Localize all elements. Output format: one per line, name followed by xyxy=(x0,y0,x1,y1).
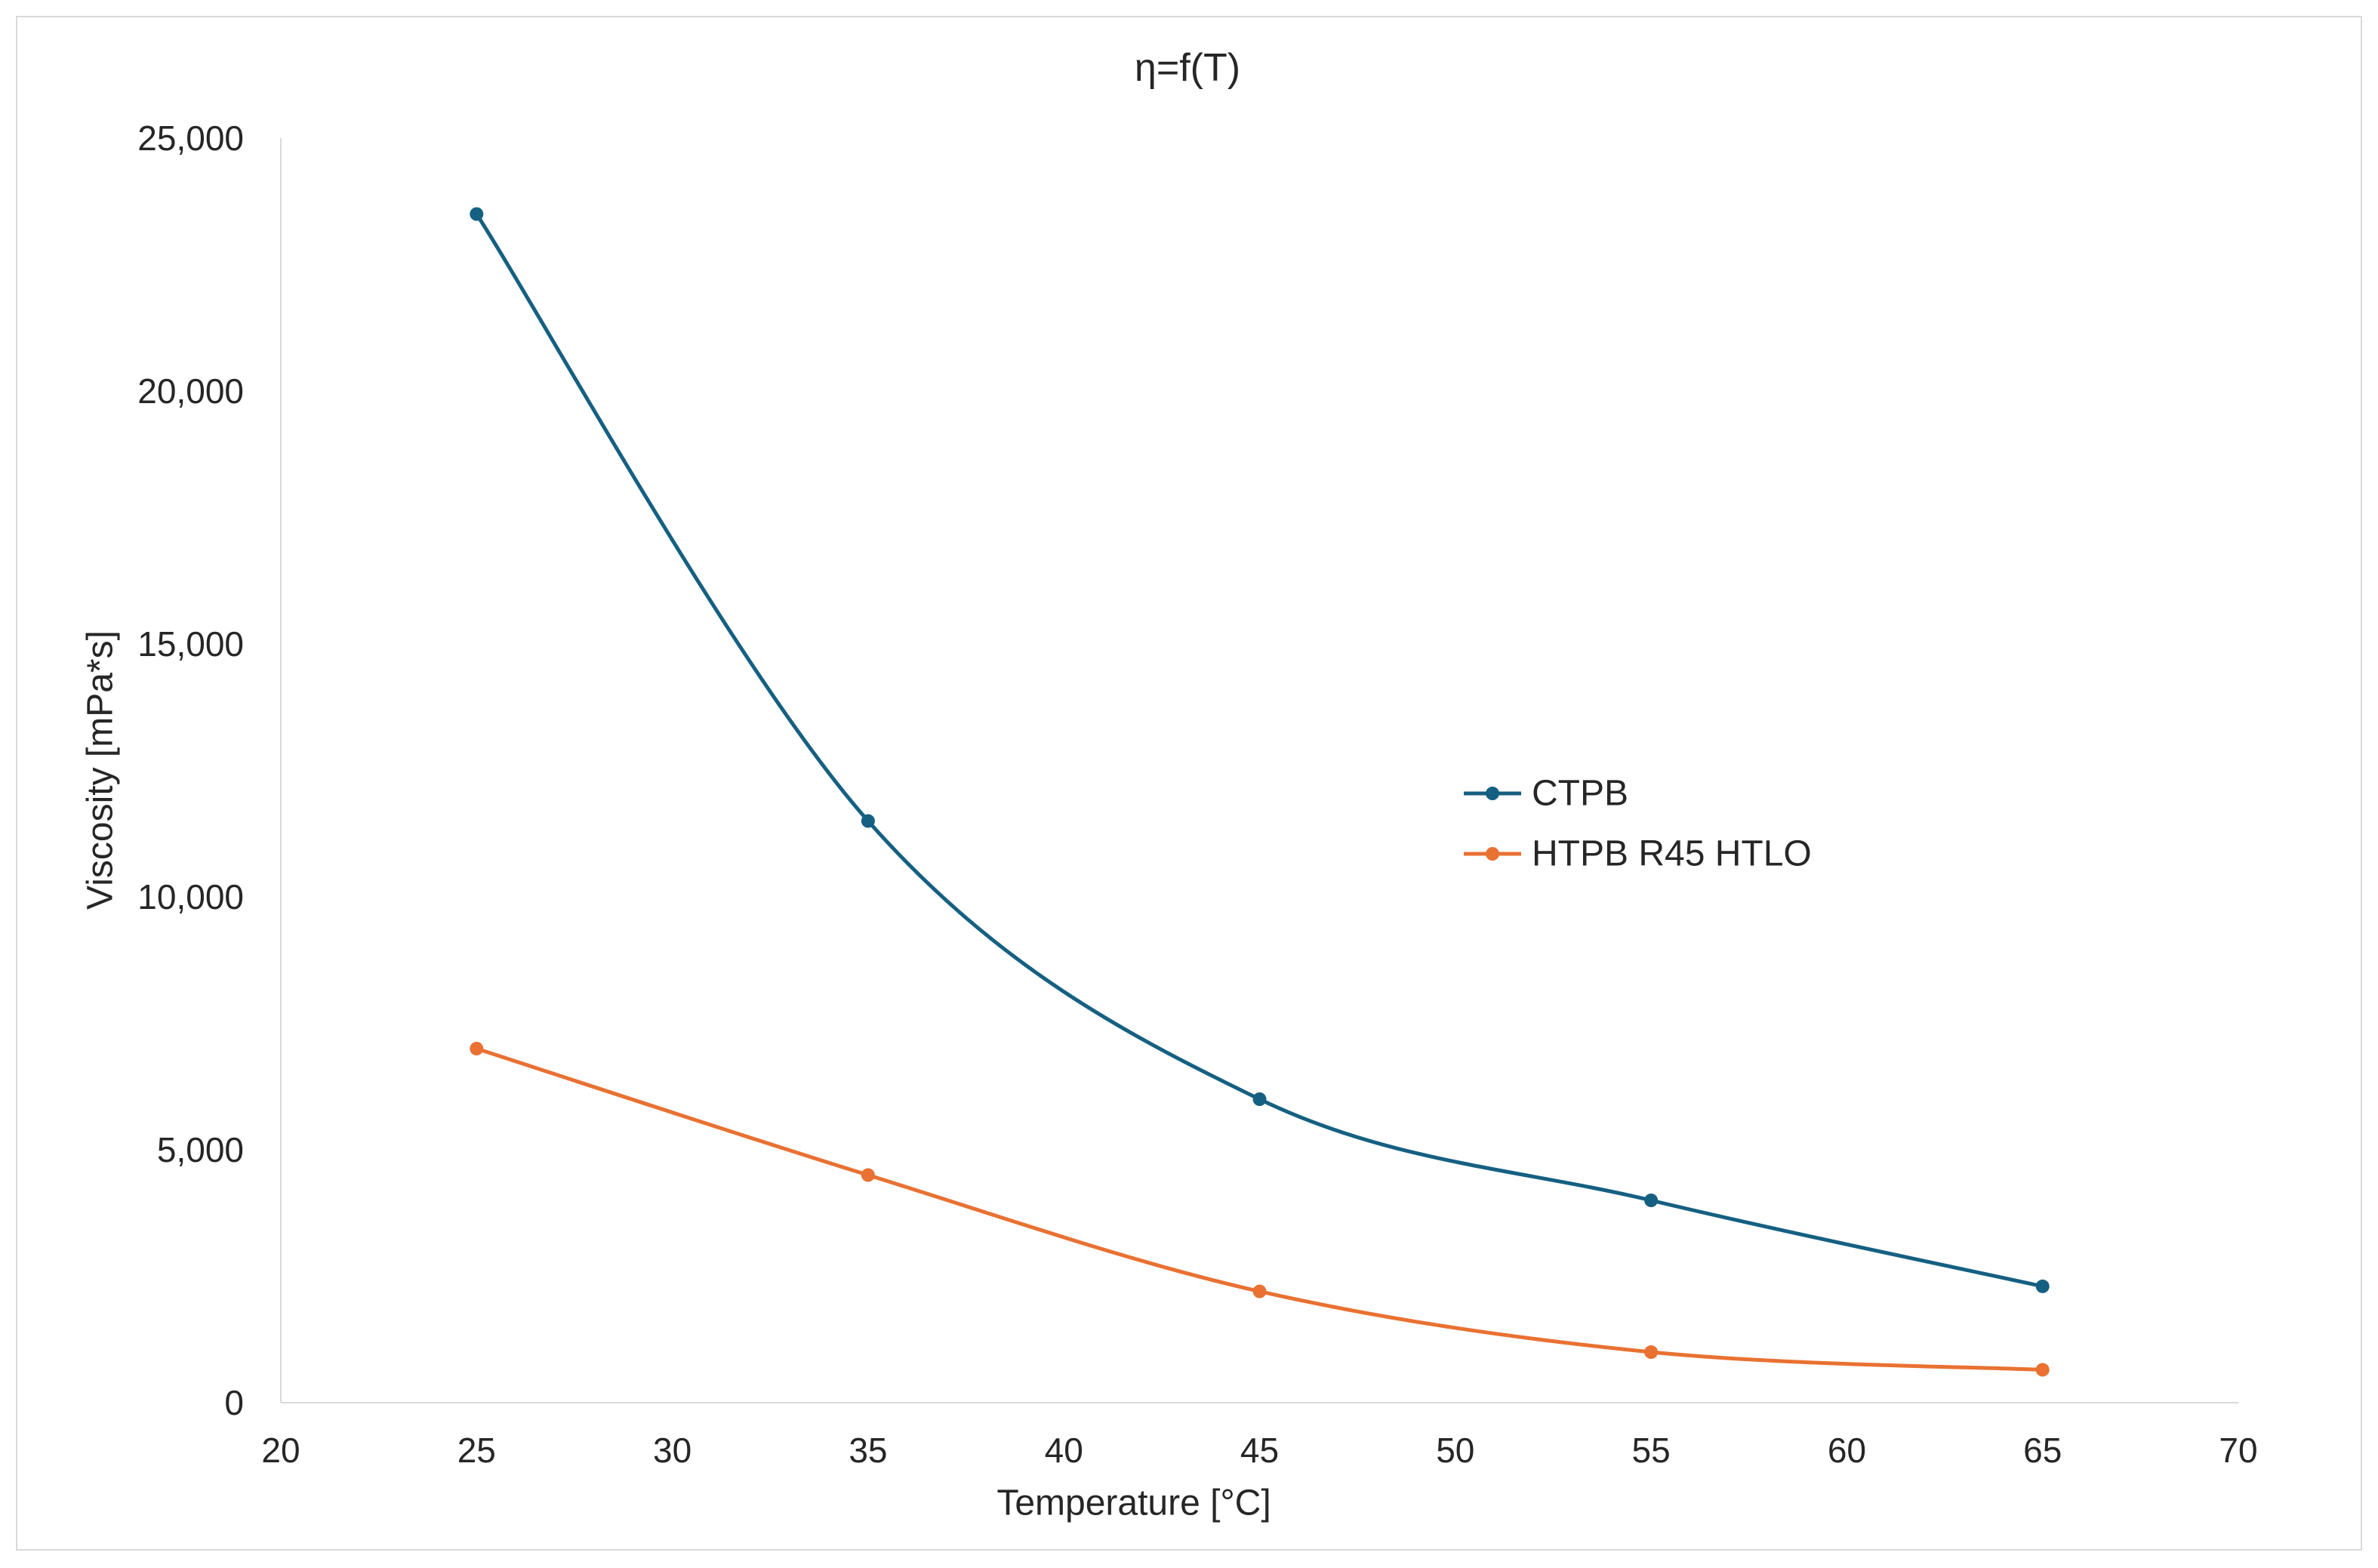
legend: CTPB HTPB R45 HTLO xyxy=(1464,774,1812,874)
x-axis-title: Temperature [°C] xyxy=(996,1483,1271,1523)
x-tick-label: 20 xyxy=(261,1431,300,1470)
data-point-htpb-r45-htlo xyxy=(861,1168,875,1182)
x-tick-label: 25 xyxy=(457,1431,496,1470)
x-tick-label: 65 xyxy=(2023,1431,2062,1470)
data-point-htpb-r45-htlo xyxy=(1252,1284,1267,1298)
y-tick-label: 0 xyxy=(224,1383,244,1422)
data-point-ctpb xyxy=(2035,1279,2050,1293)
legend-entry-ctpb: CTPB xyxy=(1464,774,1628,814)
y-axis-title: Viscosity [mPa*s] xyxy=(81,630,121,910)
y-tick-label: 5,000 xyxy=(157,1130,244,1169)
series-ctpb xyxy=(470,207,2050,1293)
series-line-ctpb xyxy=(474,212,2045,1289)
x-tick-label: 50 xyxy=(1436,1431,1474,1470)
x-tick-label: 40 xyxy=(1045,1431,1083,1470)
legend-entry-htpb-r45-htlo: HTPB R45 HTLO xyxy=(1464,834,1812,874)
legend-marker-htpb-r45-htlo xyxy=(1486,847,1499,861)
y-tick-label: 25,000 xyxy=(137,119,244,158)
data-point-htpb-r45-htlo xyxy=(470,1042,484,1055)
y-tick-label: 15,000 xyxy=(137,624,244,664)
series-htpb-r45-htlo xyxy=(470,1042,2050,1377)
x-tick-label: 30 xyxy=(653,1431,692,1470)
y-tick-label: 20,000 xyxy=(137,371,244,411)
chart-area-border xyxy=(16,16,2362,1551)
data-point-ctpb xyxy=(861,814,875,828)
chart-title: η=f(T) xyxy=(1135,46,1240,90)
legend-label: CTPB xyxy=(1532,774,1628,814)
data-point-ctpb xyxy=(1252,1092,1267,1106)
x-tick-label: 35 xyxy=(849,1431,887,1470)
x-tick-label: 60 xyxy=(1828,1431,1866,1470)
y-tick-label: 10,000 xyxy=(137,877,244,916)
legend-label: HTPB R45 HTLO xyxy=(1532,834,1812,874)
y-tick-labels: 0 5,000 10,000 15,000 20,000 25,000 xyxy=(137,119,244,1422)
data-point-ctpb xyxy=(1644,1194,1659,1207)
x-tick-labels: 20 25 30 35 40 45 50 55 60 65 70 xyxy=(261,1431,2257,1470)
x-tick-label: 45 xyxy=(1240,1431,1279,1470)
x-tick-label: 55 xyxy=(1632,1431,1671,1470)
legend-marker-ctpb xyxy=(1486,787,1499,800)
data-point-htpb-r45-htlo xyxy=(2035,1363,2050,1377)
data-point-htpb-r45-htlo xyxy=(1644,1345,1659,1359)
series-group xyxy=(470,207,2050,1377)
x-tick-label: 70 xyxy=(2219,1431,2257,1470)
data-point-ctpb xyxy=(470,207,484,221)
